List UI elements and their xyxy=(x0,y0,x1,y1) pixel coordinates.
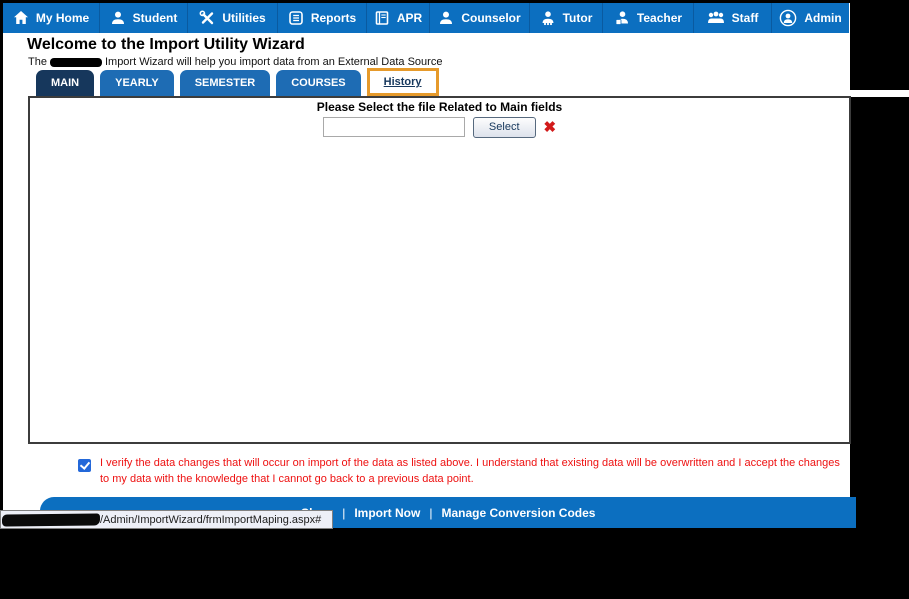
home-icon xyxy=(13,10,29,26)
nav-item-label: Student xyxy=(132,11,178,25)
staff-icon xyxy=(707,10,725,26)
reports-icon xyxy=(288,10,304,26)
nav-item-student[interactable]: Student xyxy=(100,3,188,33)
counselor-icon xyxy=(438,10,454,26)
status-url-text: /Admin/ImportWizard/frmImportMaping.aspx… xyxy=(100,513,322,526)
apr-icon xyxy=(374,10,390,26)
nav-item-label: Admin xyxy=(804,11,842,25)
screenshot-artifact-strip xyxy=(850,90,909,97)
nav-item-staff[interactable]: Staff xyxy=(694,3,772,33)
nav-item-label: Staff xyxy=(731,11,759,25)
browser-status-url: /Admin/ImportWizard/frmImportMaping.aspx… xyxy=(0,510,333,529)
admin-icon xyxy=(779,9,797,27)
select-file-button[interactable]: Select xyxy=(472,116,536,138)
manage-conversion-codes-button[interactable]: Manage Conversion Codes xyxy=(441,505,596,520)
nav-item-reports[interactable]: Reports xyxy=(278,3,367,33)
redaction-blob xyxy=(49,57,102,67)
subtitle-text-before: The xyxy=(28,56,47,68)
tab-courses[interactable]: COURSES xyxy=(276,70,361,96)
file-select-row: Select ✖ xyxy=(30,116,849,138)
teacher-icon xyxy=(614,10,630,26)
nav-item-label: My Home xyxy=(35,11,90,25)
tutor-icon xyxy=(540,10,556,26)
nav-item-counselor[interactable]: Counselor xyxy=(430,3,530,33)
nav-item-label: Teacher xyxy=(636,11,683,25)
verify-disclaimer-text: I verify the data changes that will occu… xyxy=(100,457,840,485)
utilities-icon xyxy=(199,10,215,26)
nav-item-teacher[interactable]: Teacher xyxy=(603,3,694,33)
nav-item-label: Reports xyxy=(310,11,357,25)
nav-item-label: Utilities xyxy=(222,11,266,25)
verify-checkbox[interactable] xyxy=(78,459,91,472)
footer-separator: | xyxy=(342,505,346,520)
subtitle-text-after: Import Wizard will help you import data … xyxy=(104,56,443,68)
tab-yearly[interactable]: YEARLY xyxy=(100,70,174,96)
wizard-content-box: Please Select the file Related to Main f… xyxy=(28,96,851,444)
clear-file-icon[interactable]: ✖ xyxy=(543,118,557,136)
wizard-tabs: MAIN YEARLY SEMESTER COURSES History xyxy=(36,68,439,96)
file-select-prompt: Please Select the file Related to Main f… xyxy=(316,100,563,114)
nav-item-admin[interactable]: Admin xyxy=(772,3,849,33)
nav-item-apr[interactable]: APR xyxy=(367,3,430,33)
tab-semester[interactable]: SEMESTER xyxy=(179,70,271,96)
footer-separator: | xyxy=(429,505,433,520)
top-nav: My Home Student Utilities Reports APR xyxy=(3,3,849,33)
tab-main[interactable]: MAIN xyxy=(36,70,95,96)
nav-item-utilities[interactable]: Utilities xyxy=(188,3,278,33)
url-redaction-scribble xyxy=(1,512,101,527)
history-tab-highlight-box: History xyxy=(366,68,439,96)
page-subtitle: The Import Wizard will help you import da… xyxy=(28,56,442,68)
nav-item-tutor[interactable]: Tutor xyxy=(530,3,603,33)
student-icon xyxy=(110,10,126,26)
nav-item-label: Tutor xyxy=(562,11,593,25)
file-path-input[interactable] xyxy=(322,117,465,137)
verify-row: I verify the data changes that will occu… xyxy=(78,456,842,488)
import-now-button[interactable]: Import Now xyxy=(354,505,421,520)
tab-history[interactable]: History xyxy=(369,71,436,93)
page-title: Welcome to the Import Utility Wizard xyxy=(27,36,305,53)
nav-item-my-home[interactable]: My Home xyxy=(3,3,100,33)
nav-item-label: APR xyxy=(396,11,423,25)
nav-item-label: Counselor xyxy=(461,11,521,25)
